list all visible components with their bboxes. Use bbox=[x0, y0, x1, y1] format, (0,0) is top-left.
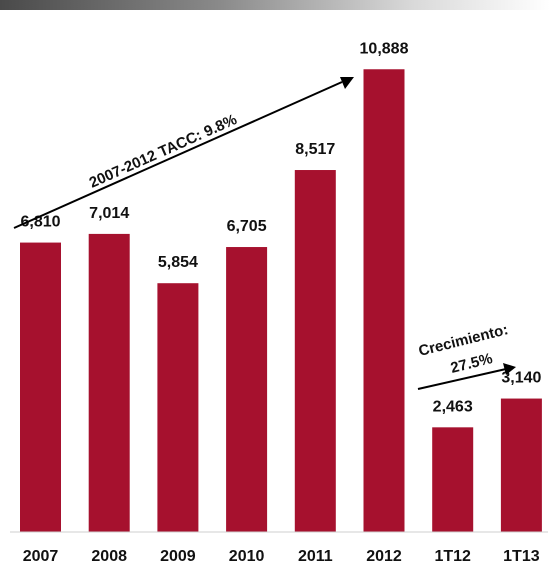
growth-annotation-label: Crecimiento: bbox=[417, 321, 510, 360]
bar-2009 bbox=[157, 283, 199, 532]
cagr-annotation-text: 2007-2012 TACC: 9.8% bbox=[87, 111, 240, 192]
value-label-2009: 5,854 bbox=[158, 254, 198, 271]
bar-1T12 bbox=[432, 427, 474, 532]
value-label-2010: 6,705 bbox=[227, 218, 267, 235]
growth-arrow-line bbox=[417, 368, 507, 390]
bar-2007 bbox=[20, 242, 61, 532]
value-label-1T12: 2,463 bbox=[433, 398, 473, 415]
x-tick-2007: 2007 bbox=[23, 548, 59, 565]
growth-arrow-head bbox=[503, 363, 516, 375]
bar-1T13 bbox=[500, 398, 542, 532]
value-label-2008: 7,014 bbox=[89, 205, 129, 222]
cagr-arrow-head bbox=[340, 77, 354, 89]
bar-2011 bbox=[294, 170, 336, 532]
header-gradient-bar bbox=[0, 0, 550, 10]
x-tick-1T12: 1T12 bbox=[434, 548, 471, 565]
value-label-2007: 6,810 bbox=[20, 214, 60, 231]
x-tick-2010: 2010 bbox=[229, 548, 265, 565]
x-tick-2008: 2008 bbox=[91, 548, 127, 565]
value-label-1T13: 3,140 bbox=[501, 370, 541, 387]
x-tick-2012: 2012 bbox=[366, 548, 402, 565]
x-tick-2009: 2009 bbox=[160, 548, 196, 565]
x-tick-2011: 2011 bbox=[298, 548, 333, 565]
bars-group bbox=[20, 69, 542, 532]
x-tick-1T13: 1T13 bbox=[503, 548, 540, 565]
bar-2012 bbox=[363, 69, 405, 532]
value-label-2012: 10,888 bbox=[360, 40, 409, 57]
bar-2008 bbox=[88, 233, 130, 532]
value-label-2011: 8,517 bbox=[295, 141, 335, 158]
value-labels-group: 6,810 7,014 5,854 6,705 8,517 10,888 2,463 3,14… bbox=[20, 40, 541, 415]
tick-labels-group: 2007 2008 2009 2010 2011 2012 1T12 1T13 bbox=[23, 548, 540, 565]
bar-2010 bbox=[226, 247, 268, 532]
cagr-arrow-line bbox=[13, 81, 343, 229]
